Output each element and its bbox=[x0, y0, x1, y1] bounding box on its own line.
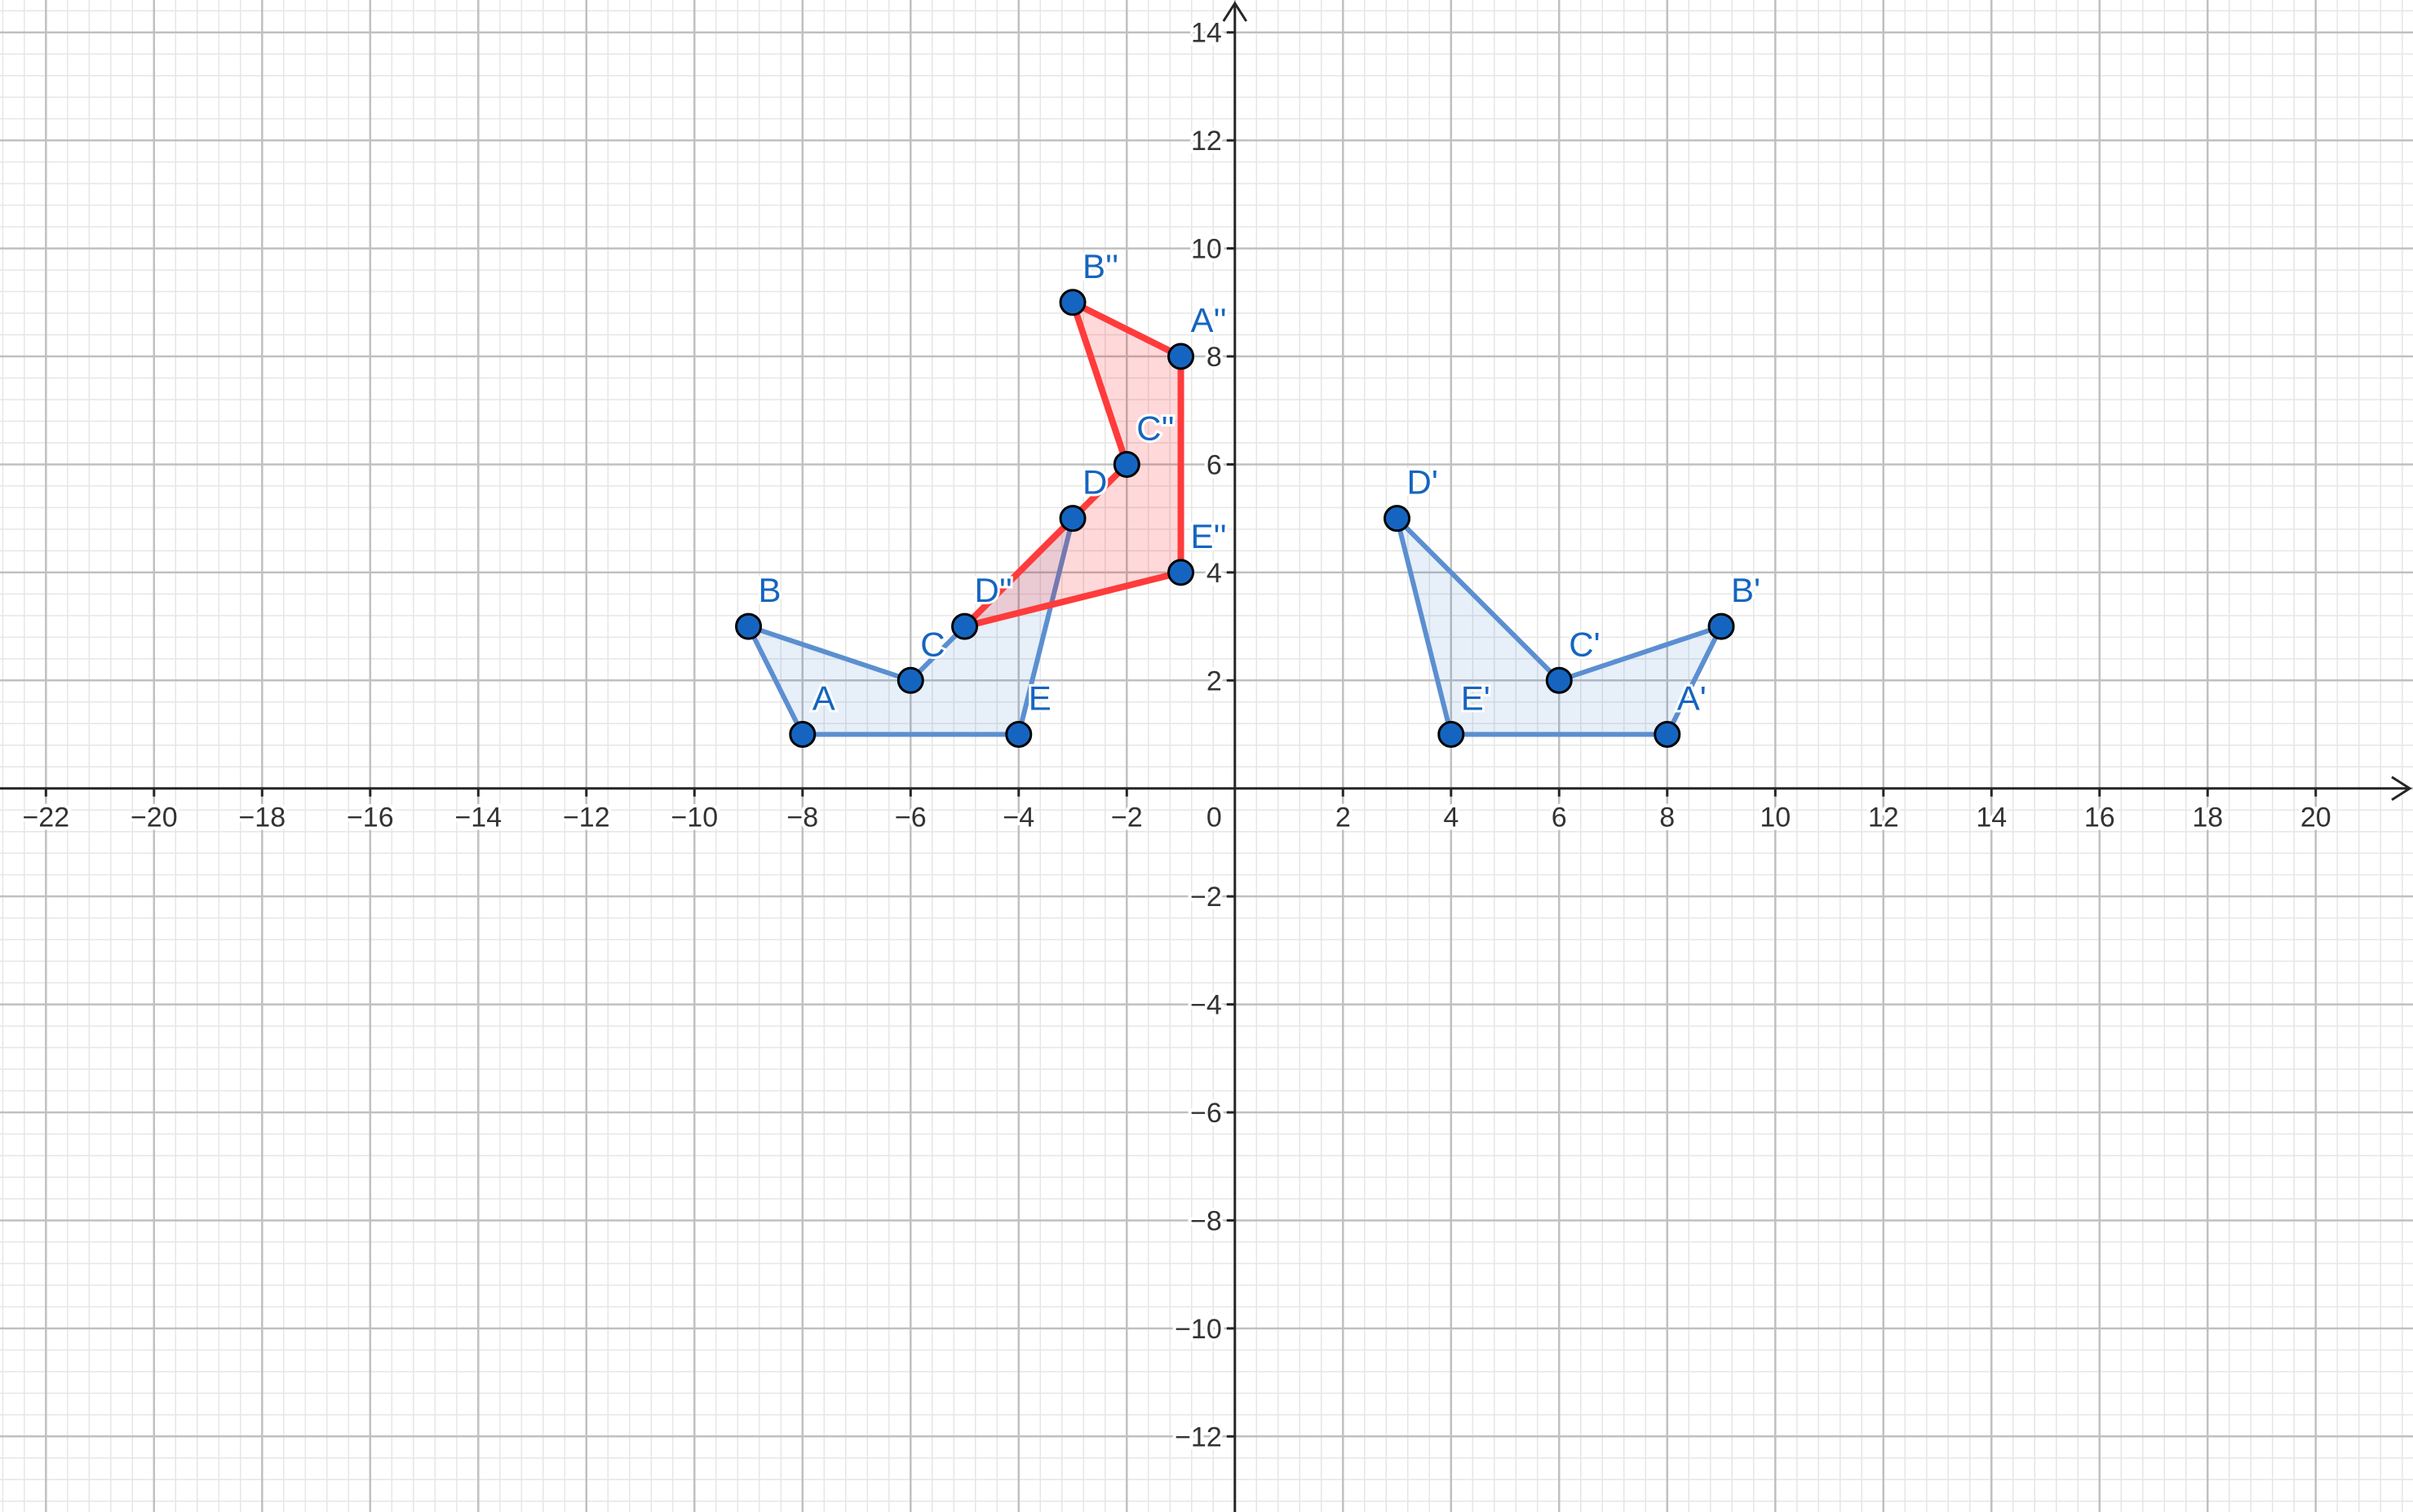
y-tick-label: 14 bbox=[1191, 18, 1222, 49]
x-tick-label: −6 bbox=[895, 802, 927, 833]
point-label: D'' bbox=[975, 571, 1012, 609]
point-Cp[interactable] bbox=[1545, 666, 1573, 694]
polygon-reflection-y-axis[interactable] bbox=[1394, 515, 1725, 737]
x-tick-label: 2 bbox=[1335, 802, 1351, 833]
x-tick-label: −12 bbox=[563, 802, 610, 833]
x-tick-label: −4 bbox=[1003, 802, 1034, 833]
point-Bp[interactable] bbox=[1707, 612, 1735, 640]
x-axis-arrow-icon bbox=[2391, 776, 2412, 801]
point-Ap[interactable] bbox=[1654, 721, 1681, 749]
y-tick-label: −8 bbox=[1190, 1205, 1222, 1236]
point-label: D' bbox=[1407, 463, 1438, 502]
x-tick-label: 16 bbox=[2084, 802, 2115, 833]
x-tick-label: 14 bbox=[1976, 802, 2007, 833]
y-axis-arrow-icon bbox=[1222, 1, 1248, 22]
point-C[interactable] bbox=[897, 666, 924, 694]
x-tick-label: −8 bbox=[786, 802, 818, 833]
x-tick-label: −18 bbox=[238, 802, 286, 833]
point-Ep[interactable] bbox=[1437, 721, 1465, 749]
y-tick-label: 6 bbox=[1206, 449, 1222, 480]
points: A B C D E A' B' C' D' E' A'' B'' C'' D'' E'' bbox=[735, 245, 1763, 749]
polygons bbox=[746, 298, 1725, 737]
y-tick-label: −4 bbox=[1190, 990, 1222, 1021]
y-tick-label: −10 bbox=[1175, 1314, 1222, 1345]
point-label: D bbox=[1083, 463, 1107, 502]
y-tick-label: 4 bbox=[1206, 558, 1222, 589]
point-label: C'' bbox=[1136, 409, 1174, 447]
point-Epp[interactable] bbox=[1167, 559, 1195, 586]
point-label: E'' bbox=[1191, 517, 1227, 555]
origin-label: 0 bbox=[1206, 802, 1222, 833]
point-label: B bbox=[759, 571, 781, 609]
y-tick-label: 8 bbox=[1206, 342, 1222, 373]
y-tick-label: −2 bbox=[1190, 882, 1222, 913]
point-B[interactable] bbox=[735, 612, 763, 640]
polygon-reflection-y-eq-neg-x[interactable] bbox=[961, 298, 1184, 630]
x-tick-label: −20 bbox=[131, 802, 178, 833]
point-label: E bbox=[1029, 679, 1052, 718]
point-Bpp[interactable] bbox=[1059, 289, 1087, 316]
x-tick-label: 12 bbox=[1868, 802, 1899, 833]
point-Dpp[interactable] bbox=[951, 612, 979, 640]
point-A[interactable] bbox=[789, 721, 817, 749]
x-tick-label: −2 bbox=[1111, 802, 1143, 833]
y-tick-label: −12 bbox=[1175, 1421, 1222, 1452]
tick-labels: −22 −20 −18 −16 −14 −12 −10 −8 −6 −4 −2 2 4 6 8 10 12 14 1… bbox=[19, 15, 2334, 1457]
point-Cpp[interactable] bbox=[1113, 450, 1140, 478]
point-label: A'' bbox=[1191, 301, 1227, 339]
point-App[interactable] bbox=[1167, 343, 1195, 370]
point-label: A' bbox=[1677, 679, 1707, 718]
x-tick-label: 4 bbox=[1443, 802, 1459, 833]
y-tick-label: −6 bbox=[1190, 1098, 1222, 1129]
point-E[interactable] bbox=[1005, 721, 1033, 749]
y-tick-label: 2 bbox=[1206, 665, 1222, 696]
x-tick-label: 18 bbox=[2192, 802, 2223, 833]
point-label: A bbox=[812, 679, 835, 718]
x-tick-label: −14 bbox=[454, 802, 502, 833]
y-tick-label: 10 bbox=[1191, 234, 1222, 265]
point-label: E' bbox=[1461, 679, 1490, 718]
point-label: B'' bbox=[1083, 247, 1118, 285]
x-tick-label: −16 bbox=[347, 802, 394, 833]
x-tick-label: −10 bbox=[671, 802, 718, 833]
y-tick-label: 12 bbox=[1191, 126, 1222, 157]
point-D[interactable] bbox=[1059, 505, 1087, 533]
point-Dp[interactable] bbox=[1384, 505, 1411, 533]
x-tick-label: 8 bbox=[1659, 802, 1675, 833]
point-label: B' bbox=[1731, 571, 1760, 609]
x-tick-label: 6 bbox=[1552, 802, 1567, 833]
x-tick-label: 10 bbox=[1760, 802, 1791, 833]
point-label: C' bbox=[1569, 625, 1600, 663]
x-tick-label: −22 bbox=[22, 802, 69, 833]
point-label: C bbox=[920, 625, 945, 663]
x-tick-label: 20 bbox=[2300, 802, 2331, 833]
